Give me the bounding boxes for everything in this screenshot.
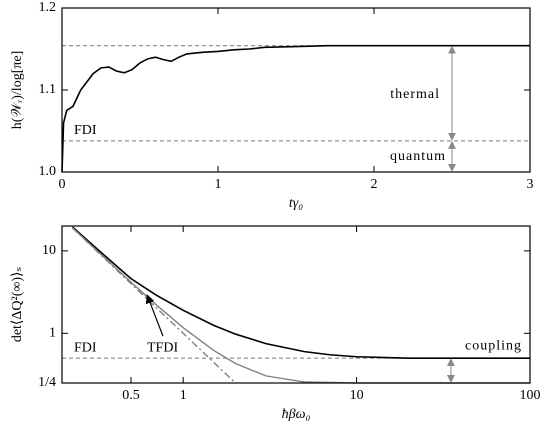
plot-frame — [61, 225, 531, 384]
x-axis-label: tγ₀ — [289, 196, 303, 211]
data-line — [71, 226, 530, 359]
annotation: TFDI — [147, 340, 178, 355]
annotation: thermal — [390, 87, 440, 102]
annotation: quantum — [390, 149, 446, 164]
y-tick-label: 1.0 — [39, 164, 57, 179]
data-line — [72, 227, 530, 384]
plot-frame — [61, 7, 531, 173]
y-axis-label: h(𝒲ᵣ)/log[πe] — [10, 51, 25, 130]
y-tick-label: 1/4 — [38, 375, 56, 390]
annotation: FDI — [74, 340, 97, 355]
data-line — [72, 227, 236, 384]
annotation: coupling — [465, 338, 522, 353]
x-axis-label: ħβω₀ — [282, 407, 311, 422]
y-tick-label: 10 — [42, 243, 56, 258]
arrow — [145, 294, 164, 337]
x-tick-label: 100 — [520, 388, 541, 403]
x-tick-label: 0.5 — [122, 388, 140, 403]
annotation: FDI — [74, 123, 97, 138]
y-tick-label: 1.2 — [39, 0, 57, 15]
x-tick-label: 3 — [527, 177, 534, 192]
data-line — [61, 44, 530, 173]
x-tick-label: 10 — [350, 388, 364, 403]
x-tick-label: 0 — [59, 177, 66, 192]
x-tick-label: 1 — [180, 388, 187, 403]
x-tick-label: 2 — [371, 177, 378, 192]
y-tick-label: 1 — [49, 326, 56, 341]
y-tick-label: 1.1 — [39, 82, 57, 97]
y-axis-label: det⟨ΔQ²(∞)⟩ₛ — [10, 267, 25, 343]
x-tick-label: 1 — [215, 177, 222, 192]
